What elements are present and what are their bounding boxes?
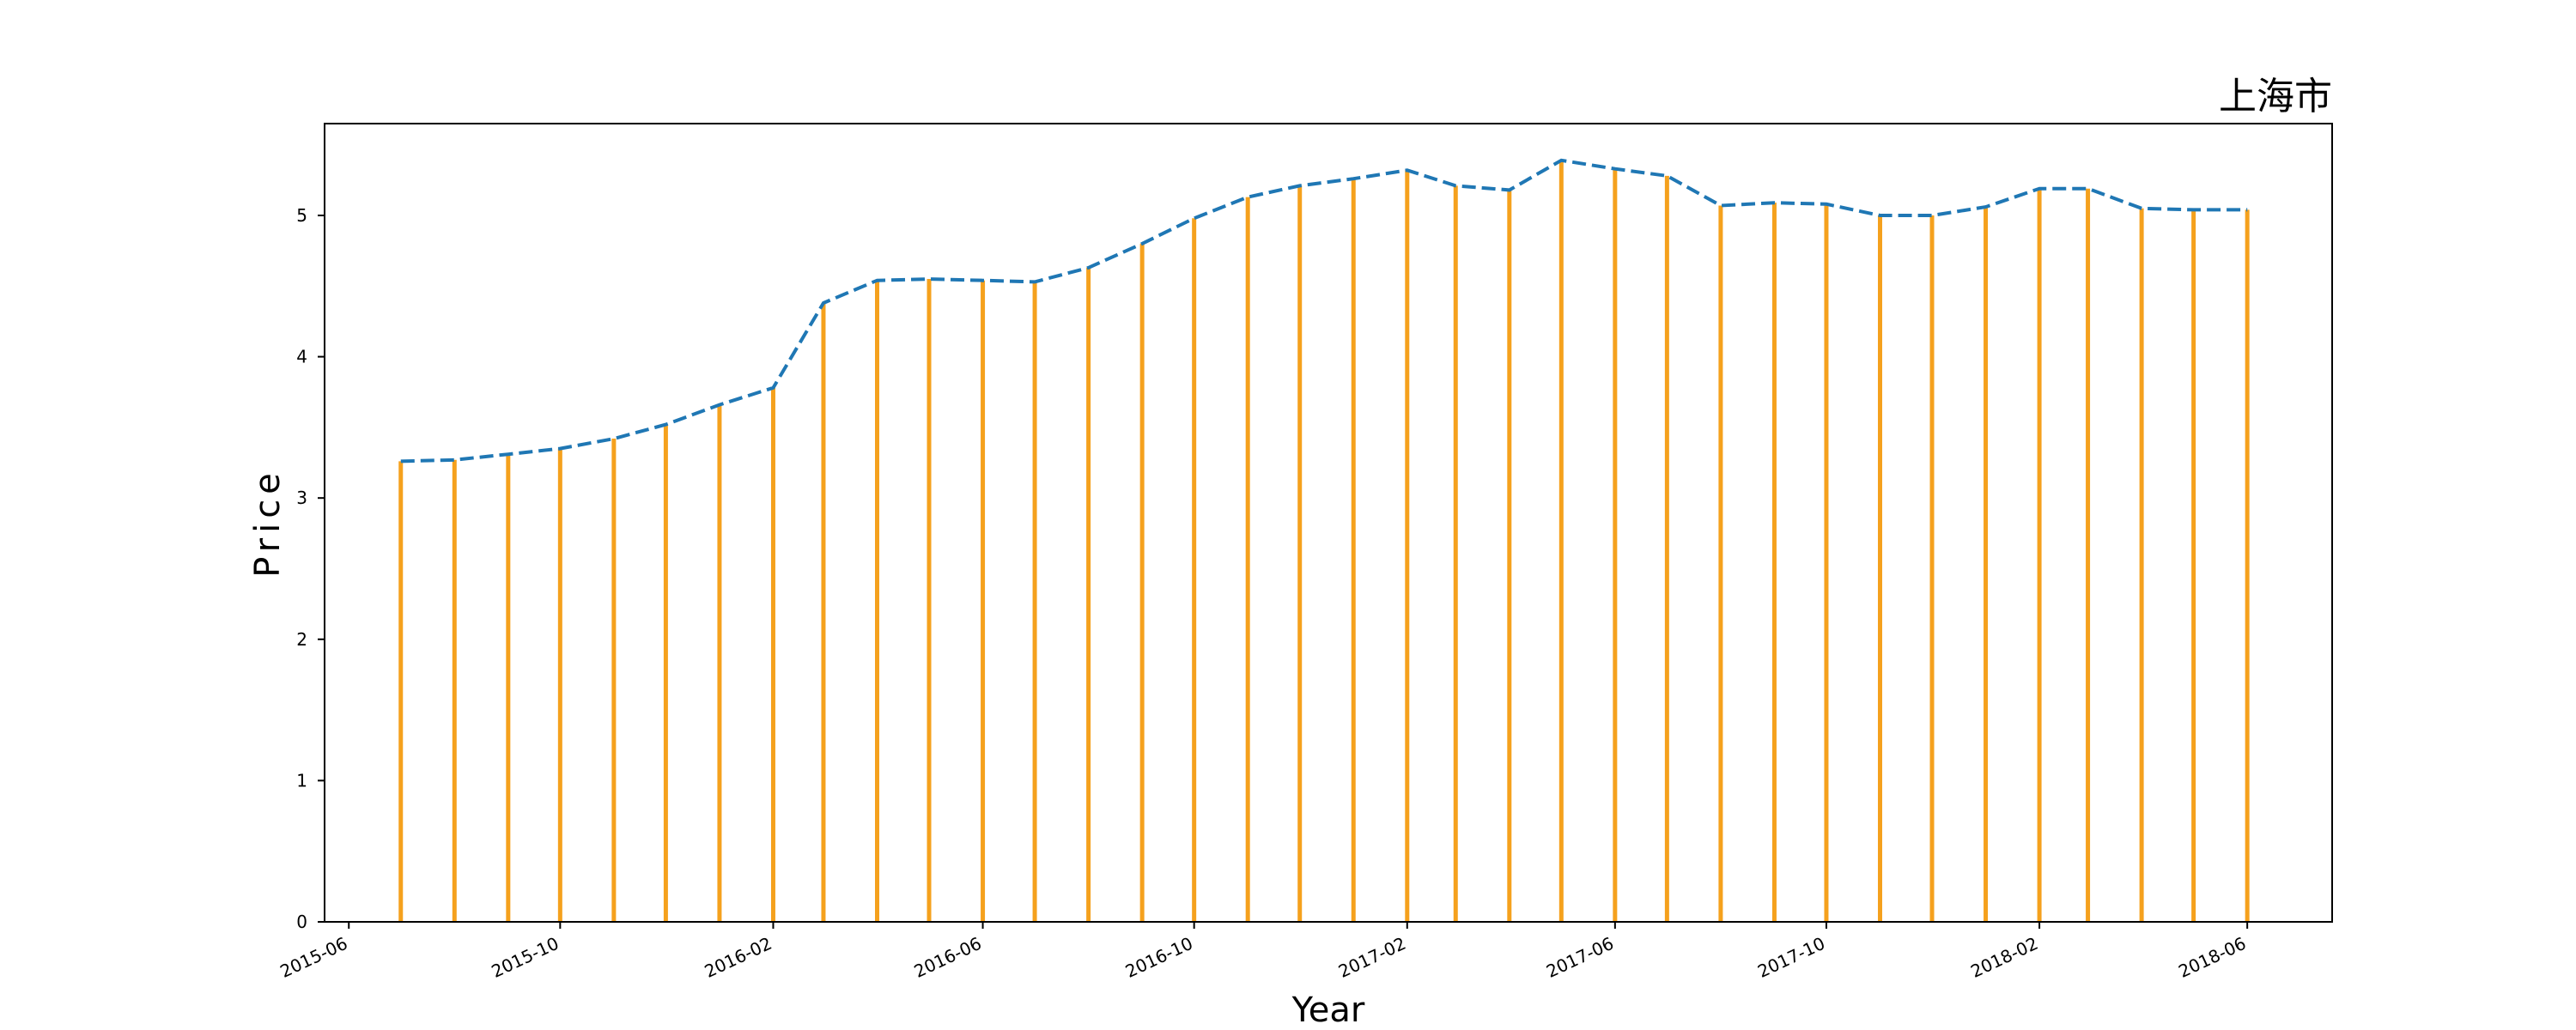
y-axis: 0 1 2 3 4 5: [296, 205, 325, 932]
x-axis: 2015-06 2015-10 2016-02 2016-06 2016-10 2017-…: [276, 922, 2249, 982]
x-axis-label: Year: [1291, 991, 1365, 1030]
y-tick-label: 1: [296, 770, 307, 791]
series-line: [400, 158, 2248, 464]
y-axis-label: Price: [248, 468, 288, 578]
x-tick-label: 2015-10: [489, 933, 562, 982]
y-tick-label: 4: [296, 347, 307, 367]
x-tick-label: 2015-06: [276, 933, 350, 982]
y-tick-label: 2: [296, 629, 307, 650]
x-tick-label: 2016-06: [911, 933, 985, 982]
x-tick-label: 2018-02: [1967, 933, 2041, 982]
x-tick-label: 2016-02: [702, 933, 775, 982]
chart-title: 上海市: [2219, 75, 2332, 118]
x-tick-label: 2016-10: [1122, 933, 1196, 982]
plot-frame: [324, 123, 2333, 923]
bars-layer: [398, 160, 2250, 922]
y-tick-label: 0: [296, 912, 307, 932]
y-tick-label: 3: [296, 488, 307, 508]
y-tick-label: 5: [296, 205, 307, 226]
x-tick-label: 2018-06: [2175, 933, 2249, 982]
x-tick-label: 2017-06: [1543, 933, 1617, 982]
x-tick-label: 2017-02: [1335, 933, 1409, 982]
x-tick-label: 2017-10: [1754, 933, 1828, 982]
